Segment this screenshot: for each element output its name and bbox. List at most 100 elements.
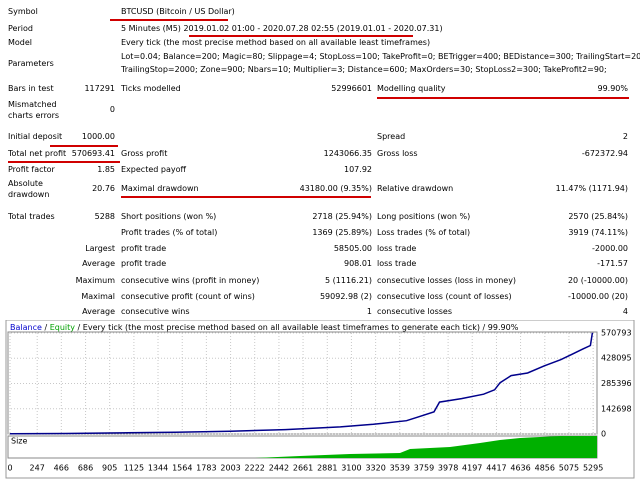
x-tick-label: 0 (7, 464, 12, 473)
x-tick-label: 1564 (172, 464, 192, 473)
stat-value: 20.76 (92, 184, 115, 193)
stat-value: 52996601 (331, 84, 372, 93)
x-tick-label: 3539 (390, 464, 410, 473)
stat-value: 117291 (84, 84, 115, 93)
size-bars (255, 436, 597, 458)
x-tick-label: 2442 (269, 464, 289, 473)
x-tick-label: 247 (30, 464, 45, 473)
stat-label: Expected payoff (121, 165, 186, 174)
stat-label: consecutive loss (count of losses) (377, 292, 512, 301)
y-tick-label: 428095 (601, 354, 632, 363)
x-tick-label: 4417 (486, 464, 506, 473)
x-tick-label: 686 (78, 464, 93, 473)
y-tick-label: 570793 (601, 329, 632, 338)
x-tick-label: 2222 (245, 464, 265, 473)
field-value: 5 Minutes (M5) 2019.01.02 01:00 - 2020.0… (121, 24, 443, 33)
stat-value: 4 (622, 307, 628, 316)
stat-label: Average (82, 259, 115, 268)
stat-value: 908.01 (344, 259, 372, 268)
stat-value: 1369 (25.89%) (312, 228, 372, 237)
x-tick-label: 1125 (124, 464, 144, 473)
stat-label: drawdown (8, 189, 50, 199)
stat-label: profit trade (121, 244, 167, 253)
x-tick-label: 5075 (559, 464, 579, 473)
stat-value: 59092.98 (2) (319, 292, 372, 301)
stat-label: Gross profit (121, 149, 168, 158)
stat-value: 3919 (74.11%) (568, 228, 628, 237)
stat-label: consecutive losses (loss in money) (377, 276, 517, 285)
x-tick-label: 466 (54, 464, 69, 473)
stat-label: Modelling quality (377, 84, 446, 93)
stat-value: 570693.41 (71, 149, 115, 158)
stat-value: 1.85 (97, 165, 115, 174)
field-value: Every tick (the most precise method base… (121, 38, 431, 47)
stat-value: -10000.00 (20) (567, 292, 628, 301)
stat-label: consecutive wins (121, 307, 190, 316)
stat-value: 11.47% (1171.94) (555, 184, 628, 193)
stat-label: Absolute (8, 178, 43, 188)
stat-label: Total net profit (8, 149, 67, 158)
stat-label: Bars in test (8, 84, 54, 93)
stat-value: -2000.00 (592, 244, 628, 253)
graph-header: Balance / Equity / Every tick (the most … (10, 323, 519, 332)
stat-value: 99.90% (597, 84, 628, 93)
x-tick-label: 2003 (220, 464, 240, 473)
stat-value: 43180.00 (9.35%) (299, 184, 372, 193)
x-tick-label: 5295 (583, 464, 603, 473)
stat-label: Maximum (75, 276, 115, 285)
stat-label: Relative drawdown (377, 184, 454, 193)
stat-value: -672372.94 (581, 149, 628, 158)
balance-graph: Balance / Equity / Every tick (the most … (5, 320, 635, 479)
legend-part: / (44, 323, 49, 332)
stat-label: consecutive losses (377, 307, 453, 316)
stat-label: Maximal drawdown (121, 184, 199, 193)
stat-value: 5288 (94, 212, 115, 221)
y-tick-label: 142698 (601, 404, 632, 413)
y-tick-label: 285396 (601, 379, 632, 388)
x-tick-label: 1344 (148, 464, 168, 473)
stat-value: 2570 (25.84%) (568, 212, 628, 221)
stat-label: Ticks modelled (121, 84, 181, 93)
legend-part: 99.90% (488, 323, 519, 332)
field-label: Symbol (8, 7, 38, 16)
stat-label: consecutive wins (profit in money) (121, 276, 260, 285)
x-tick-label: 905 (102, 464, 117, 473)
stat-value: 2 (622, 132, 628, 141)
stat-value: 1 (366, 307, 372, 316)
x-tick-label: 3759 (414, 464, 434, 473)
field-value: Lot=0.04; Balance=200; Magic=80; Slippag… (121, 52, 640, 61)
stat-label: profit trade (121, 259, 167, 268)
stat-value: 5 (1116.21) (325, 276, 372, 285)
stat-label: Spread (377, 132, 406, 141)
stat-label: loss trade (377, 244, 417, 253)
x-tick-label: 2881 (317, 464, 337, 473)
stat-value: 107.92 (344, 165, 372, 174)
plot-area (7, 331, 598, 435)
x-tick-label: 3978 (438, 464, 458, 473)
stat-label: Gross loss (377, 149, 418, 158)
x-tick-label: 1783 (196, 464, 216, 473)
x-tick-label: 3100 (341, 464, 361, 473)
stat-label: loss trade (377, 259, 417, 268)
field-label: Period (8, 24, 33, 33)
stat-label: Mismatched (8, 99, 57, 109)
size-label: Size (11, 437, 28, 446)
stat-label: Total trades (8, 212, 55, 221)
legend-part: Balance (10, 323, 44, 332)
stat-label: Maximal (81, 292, 115, 301)
field-label: Model (8, 38, 33, 47)
underline (50, 145, 118, 147)
field-value: BTCUSD (Bitcoin / US Dollar) (121, 7, 235, 16)
legend-part: Equity (50, 323, 78, 332)
underline (110, 19, 228, 21)
stat-label: Long positions (won %) (377, 212, 471, 221)
legend-part: Every tick (the most precise method base… (83, 323, 483, 332)
stat-value: 0 (109, 105, 115, 114)
stat-label: charts errors (8, 110, 60, 120)
field-value: TrailingStop=2000; Zone=900; Nbars=10; M… (121, 65, 607, 74)
legend-part: / (78, 323, 83, 332)
stat-label: Average (82, 307, 115, 316)
stat-label: consecutive profit (count of wins) (121, 292, 255, 301)
underline (121, 196, 371, 198)
